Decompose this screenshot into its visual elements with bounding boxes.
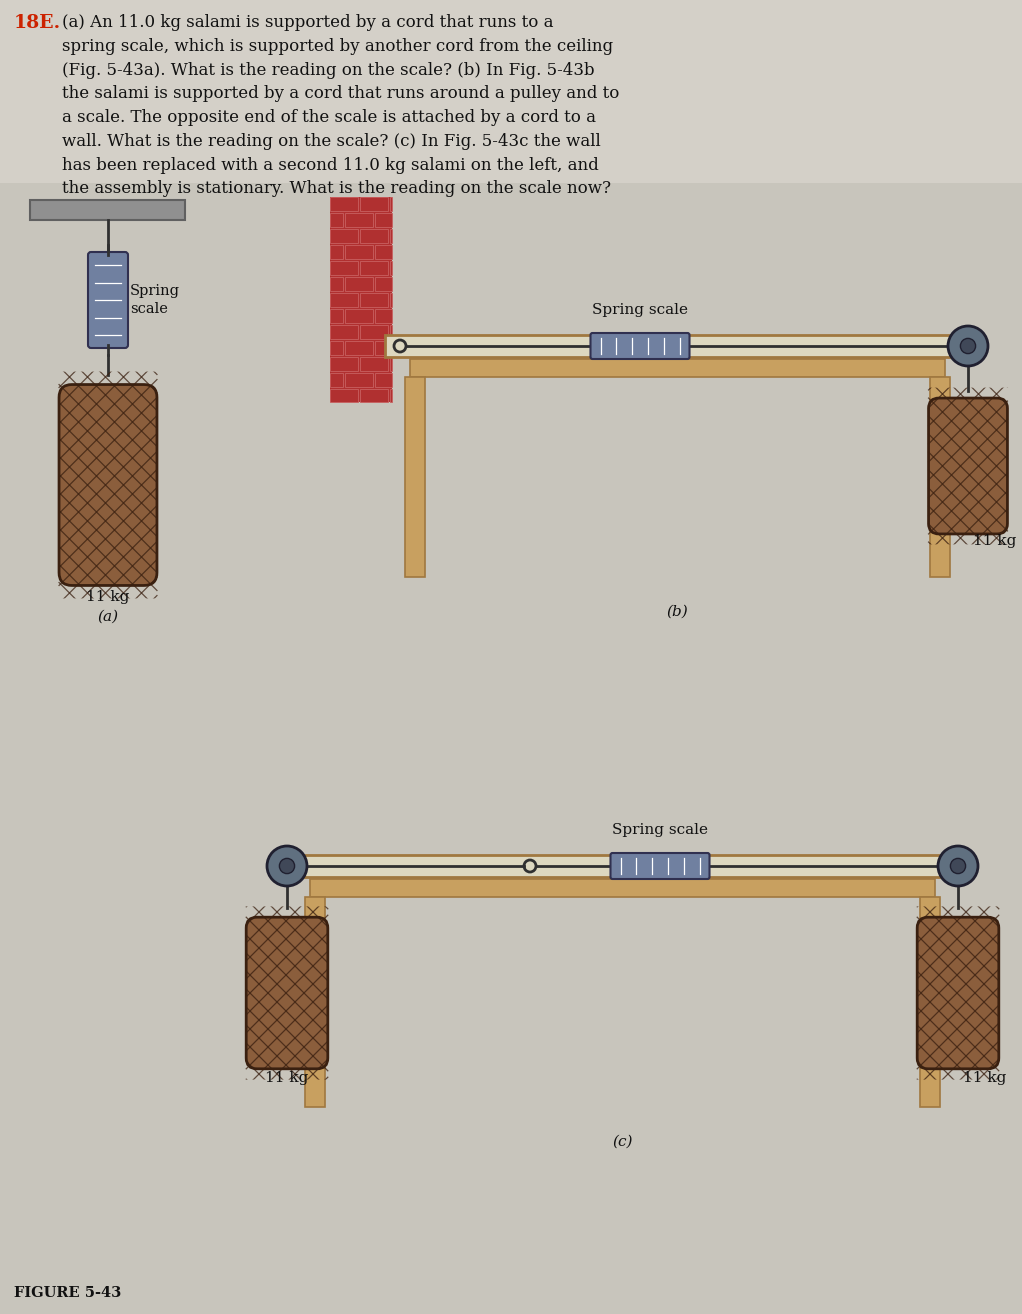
FancyBboxPatch shape — [310, 879, 935, 897]
Text: 11 kg: 11 kg — [266, 1071, 309, 1085]
FancyBboxPatch shape — [305, 897, 325, 1106]
FancyBboxPatch shape — [330, 293, 358, 307]
FancyBboxPatch shape — [930, 377, 950, 577]
FancyBboxPatch shape — [390, 261, 392, 275]
FancyBboxPatch shape — [345, 309, 373, 323]
FancyBboxPatch shape — [385, 335, 970, 357]
FancyBboxPatch shape — [375, 244, 392, 259]
FancyBboxPatch shape — [375, 342, 392, 355]
FancyBboxPatch shape — [345, 373, 373, 388]
Text: 11 kg: 11 kg — [973, 533, 1016, 548]
FancyBboxPatch shape — [330, 277, 343, 290]
FancyBboxPatch shape — [390, 229, 392, 243]
FancyBboxPatch shape — [390, 325, 392, 339]
Text: Spring
scale: Spring scale — [130, 284, 180, 315]
FancyBboxPatch shape — [360, 229, 388, 243]
FancyBboxPatch shape — [360, 389, 388, 402]
Text: (c): (c) — [612, 1135, 633, 1148]
FancyBboxPatch shape — [410, 359, 945, 377]
FancyBboxPatch shape — [390, 197, 392, 212]
FancyBboxPatch shape — [246, 917, 328, 1068]
FancyBboxPatch shape — [375, 213, 392, 227]
Text: 11 kg: 11 kg — [86, 590, 130, 604]
FancyBboxPatch shape — [330, 261, 358, 275]
FancyBboxPatch shape — [360, 293, 388, 307]
Text: FIGURE 5-43: FIGURE 5-43 — [14, 1286, 122, 1300]
Text: (a) An 11.0 kg salami is supported by a cord that runs to a
spring scale, which : (a) An 11.0 kg salami is supported by a … — [62, 14, 619, 197]
FancyBboxPatch shape — [330, 389, 358, 402]
FancyBboxPatch shape — [390, 389, 392, 402]
FancyBboxPatch shape — [330, 197, 358, 212]
FancyBboxPatch shape — [0, 183, 1022, 1314]
Circle shape — [938, 846, 978, 886]
FancyBboxPatch shape — [330, 229, 358, 243]
FancyBboxPatch shape — [375, 277, 392, 290]
FancyBboxPatch shape — [330, 309, 343, 323]
FancyBboxPatch shape — [360, 357, 388, 371]
Circle shape — [267, 846, 307, 886]
FancyBboxPatch shape — [375, 373, 392, 388]
FancyBboxPatch shape — [360, 197, 388, 212]
FancyBboxPatch shape — [591, 332, 690, 359]
FancyBboxPatch shape — [360, 325, 388, 339]
FancyBboxPatch shape — [330, 357, 358, 371]
FancyBboxPatch shape — [345, 213, 373, 227]
FancyBboxPatch shape — [610, 853, 709, 879]
FancyBboxPatch shape — [390, 357, 392, 371]
Text: 11 kg: 11 kg — [963, 1071, 1007, 1085]
Text: (b): (b) — [666, 604, 689, 619]
Circle shape — [961, 339, 976, 353]
FancyBboxPatch shape — [345, 244, 373, 259]
Text: Spring scale: Spring scale — [612, 823, 708, 837]
Circle shape — [950, 858, 966, 874]
Text: 18E.: 18E. — [14, 14, 61, 32]
Circle shape — [948, 326, 988, 367]
FancyBboxPatch shape — [929, 398, 1008, 533]
FancyBboxPatch shape — [360, 261, 388, 275]
FancyBboxPatch shape — [88, 252, 128, 348]
FancyBboxPatch shape — [330, 342, 343, 355]
FancyBboxPatch shape — [405, 377, 425, 577]
FancyBboxPatch shape — [285, 855, 960, 876]
FancyBboxPatch shape — [390, 293, 392, 307]
FancyBboxPatch shape — [375, 309, 392, 323]
FancyBboxPatch shape — [30, 200, 185, 219]
FancyBboxPatch shape — [330, 244, 343, 259]
FancyBboxPatch shape — [59, 385, 157, 586]
FancyBboxPatch shape — [345, 342, 373, 355]
FancyBboxPatch shape — [330, 325, 358, 339]
FancyBboxPatch shape — [330, 373, 343, 388]
FancyBboxPatch shape — [917, 917, 998, 1068]
Text: (a): (a) — [97, 610, 119, 624]
FancyBboxPatch shape — [345, 277, 373, 290]
FancyBboxPatch shape — [330, 213, 343, 227]
Circle shape — [279, 858, 294, 874]
FancyBboxPatch shape — [0, 0, 1022, 183]
FancyBboxPatch shape — [330, 197, 392, 402]
FancyBboxPatch shape — [920, 897, 940, 1106]
Text: Spring scale: Spring scale — [592, 304, 688, 317]
